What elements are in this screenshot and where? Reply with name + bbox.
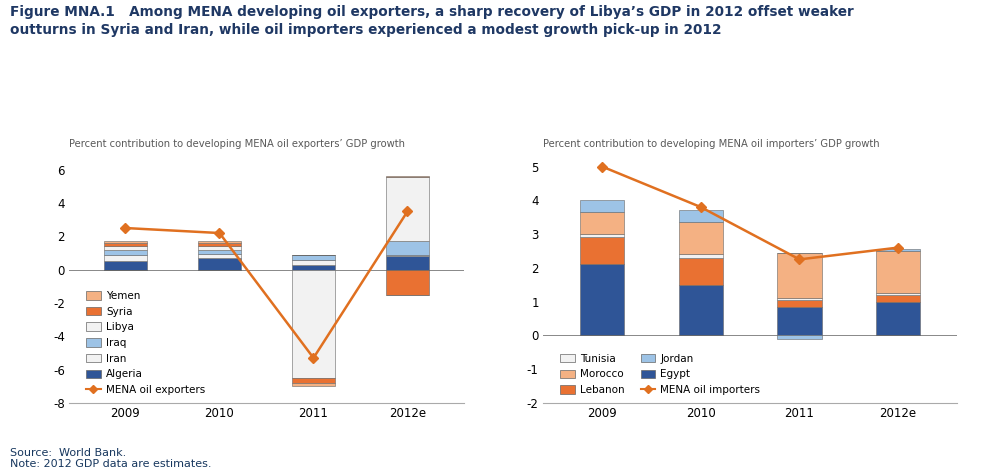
Bar [198,241,241,243]
Bar [580,234,624,237]
Bar [777,300,820,307]
Bar [876,301,919,336]
Bar [386,256,428,270]
Bar [777,336,820,339]
Bar [198,250,241,255]
Bar [105,255,147,261]
Text: Percent contribution to developing MENA oil importers’ GDP growth: Percent contribution to developing MENA … [542,139,879,149]
Bar [292,378,334,383]
Bar [580,201,624,212]
Bar [777,307,820,336]
Bar [105,241,147,243]
Text: Percent contribution to developing MENA oil exporters’ GDP growth: Percent contribution to developing MENA … [69,139,404,149]
Bar [198,255,241,258]
Bar [292,255,334,260]
Bar [105,243,147,246]
Bar [678,285,722,336]
Bar [386,255,428,256]
Bar [876,295,919,301]
Bar [580,264,624,336]
Bar [580,237,624,264]
Bar [105,246,147,250]
Bar [386,240,428,255]
Bar [876,293,919,295]
Bar [292,270,334,378]
Legend: Tunisia, Morocco, Lebanon, Jordan, Egypt, MENA oil importers: Tunisia, Morocco, Lebanon, Jordan, Egypt… [560,354,759,395]
Bar [678,255,722,258]
Bar [198,258,241,270]
Bar [678,210,722,222]
Bar [876,251,919,293]
Bar [386,270,428,295]
Bar [876,249,919,251]
Bar [292,260,334,264]
Bar [386,177,428,240]
Bar [777,253,820,298]
Bar [198,246,241,250]
Bar [777,298,820,300]
Bar [678,258,722,285]
Bar [105,250,147,255]
Bar [292,383,334,386]
Bar [678,222,722,255]
Bar [386,175,428,177]
Text: Source:  World Bank.
Note: 2012 GDP data are estimates.: Source: World Bank. Note: 2012 GDP data … [10,447,211,469]
Bar [105,261,147,270]
Bar [292,264,334,270]
Text: Figure MNA.1   Among MENA developing oil exporters, a sharp recovery of Libya’s : Figure MNA.1 Among MENA developing oil e… [10,5,853,36]
Bar [198,243,241,246]
Legend: Yemen, Syria, Libya, Iraq, Iran, Algeria, MENA oil exporters: Yemen, Syria, Libya, Iraq, Iran, Algeria… [86,291,205,395]
Bar [580,212,624,234]
